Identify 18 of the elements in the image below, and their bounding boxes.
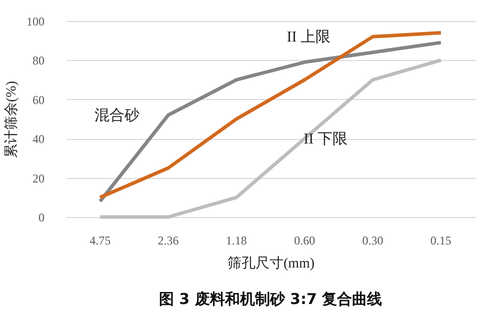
x-tick-label: 0.60 xyxy=(294,234,316,248)
series-label: 混合砂 xyxy=(94,107,140,124)
x-tick-label: 4.75 xyxy=(90,234,111,248)
x-axis-title: 筛孔尺寸(mm) xyxy=(227,256,315,272)
x-tick-label: 2.36 xyxy=(158,234,179,248)
y-tick-label: 40 xyxy=(32,132,44,146)
text: 图 3 废料和机制砂 3:7 复合曲线 xyxy=(158,290,382,308)
y-tick-label: 100 xyxy=(26,14,44,28)
series-label: II 上限 xyxy=(286,28,331,46)
x-tick-label: 0.30 xyxy=(362,234,384,248)
y-tick-label: 0 xyxy=(38,210,44,224)
y-tick-label: 60 xyxy=(32,92,44,107)
series-label: II 下限 xyxy=(304,132,348,148)
y-tick-label: 20 xyxy=(32,171,44,186)
y-tick-label: 80 xyxy=(32,54,44,68)
x-tick-label: 0.15 xyxy=(430,234,452,248)
x-tick-label: 1.18 xyxy=(226,234,247,248)
y-axis-title: 累计筛余(%) xyxy=(4,80,20,158)
